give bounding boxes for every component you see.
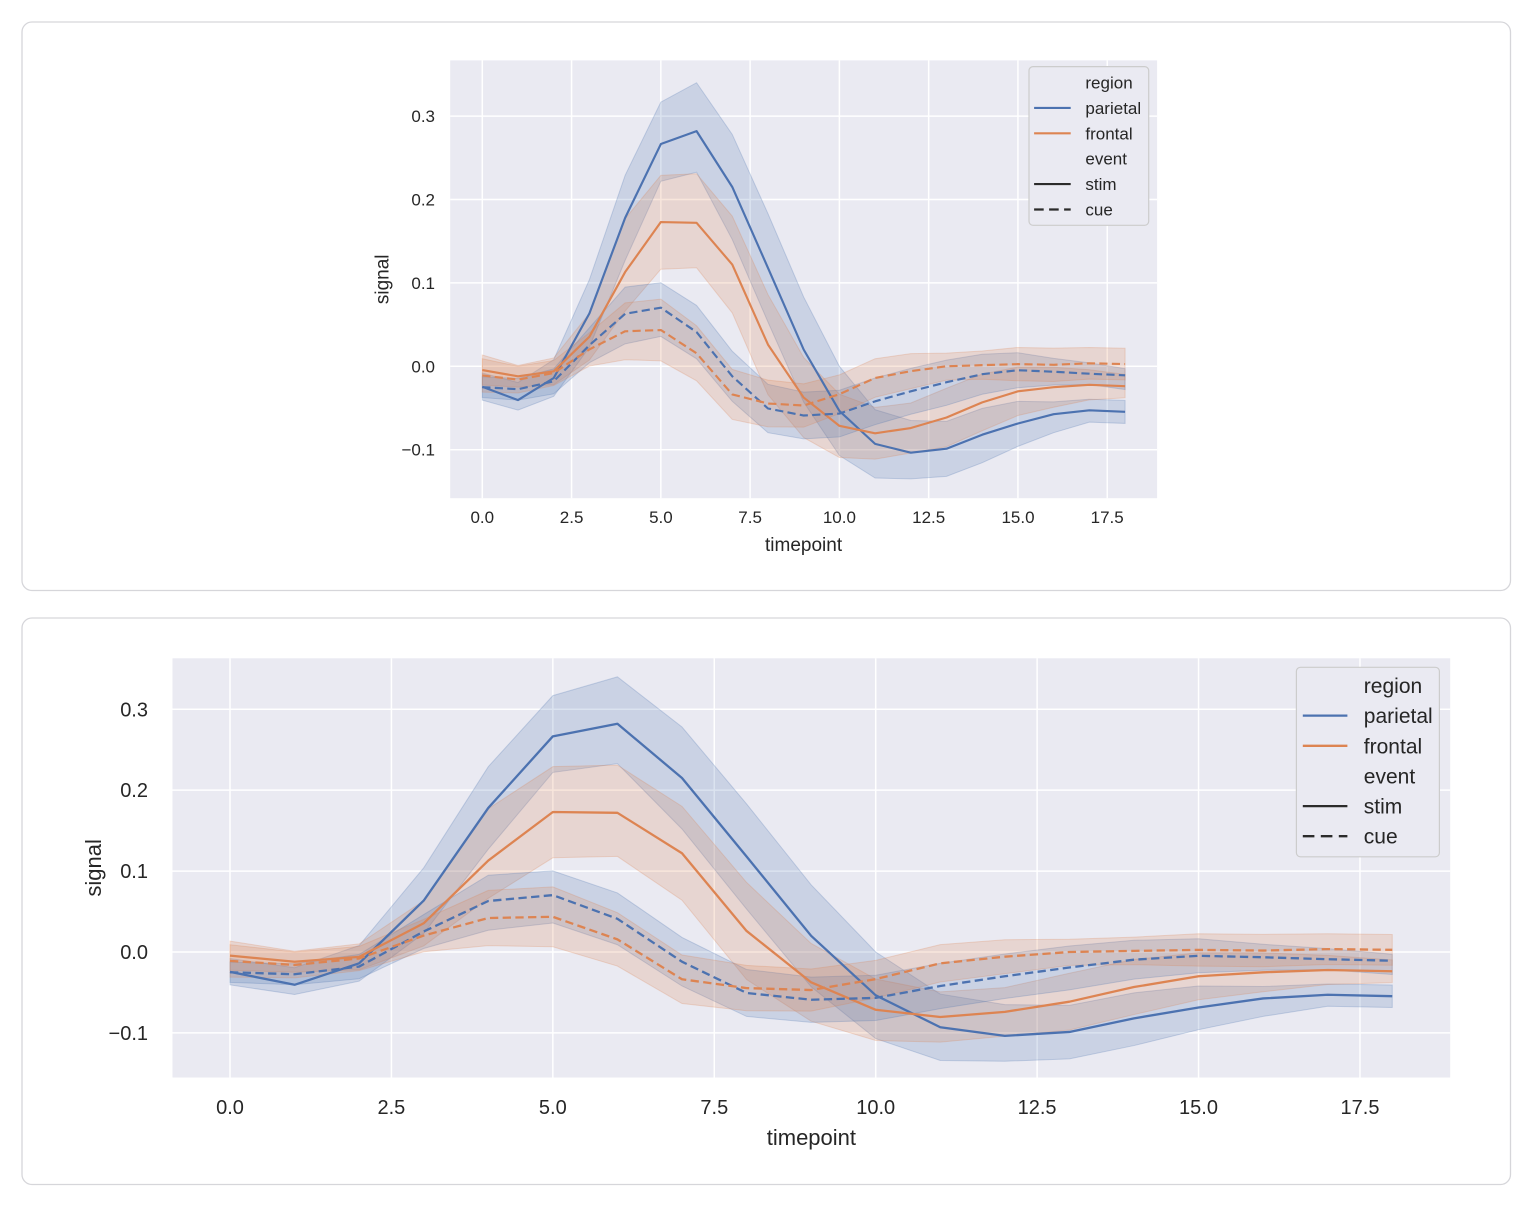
svg-text:12.5: 12.5: [1018, 1097, 1057, 1119]
svg-text:15.0: 15.0: [1179, 1097, 1218, 1119]
svg-text:−0.1: −0.1: [401, 441, 435, 460]
svg-text:0.1: 0.1: [120, 861, 148, 883]
svg-text:parietal: parietal: [1085, 99, 1141, 118]
svg-text:5.0: 5.0: [649, 508, 673, 527]
svg-text:cue: cue: [1085, 201, 1112, 220]
svg-text:event: event: [1085, 150, 1127, 169]
svg-text:0.1: 0.1: [411, 274, 435, 293]
svg-text:event: event: [1364, 765, 1416, 788]
svg-text:timepoint: timepoint: [767, 1125, 856, 1150]
svg-text:cue: cue: [1364, 826, 1398, 849]
svg-text:17.5: 17.5: [1091, 508, 1124, 527]
svg-text:0.0: 0.0: [216, 1097, 244, 1119]
svg-text:0.0: 0.0: [411, 357, 435, 376]
svg-text:frontal: frontal: [1364, 735, 1422, 758]
svg-text:stim: stim: [1364, 796, 1403, 819]
svg-text:0.0: 0.0: [470, 508, 494, 527]
svg-text:frontal: frontal: [1085, 124, 1132, 143]
svg-text:signal: signal: [81, 839, 106, 896]
svg-text:0.0: 0.0: [120, 942, 148, 964]
svg-text:2.5: 2.5: [377, 1097, 405, 1119]
svg-text:timepoint: timepoint: [765, 535, 843, 556]
svg-text:signal: signal: [373, 254, 394, 304]
svg-text:7.5: 7.5: [738, 508, 762, 527]
svg-text:5.0: 5.0: [539, 1097, 567, 1119]
svg-text:12.5: 12.5: [912, 508, 945, 527]
svg-text:region: region: [1364, 675, 1422, 698]
svg-text:stim: stim: [1085, 175, 1116, 194]
svg-text:10.0: 10.0: [823, 508, 856, 527]
svg-text:0.2: 0.2: [411, 191, 435, 210]
svg-text:parietal: parietal: [1364, 705, 1433, 728]
svg-text:0.2: 0.2: [120, 780, 148, 802]
svg-text:0.3: 0.3: [411, 107, 435, 126]
svg-text:2.5: 2.5: [560, 508, 584, 527]
svg-text:15.0: 15.0: [1001, 508, 1034, 527]
svg-text:7.5: 7.5: [700, 1097, 728, 1119]
svg-text:0.3: 0.3: [120, 699, 148, 721]
svg-text:17.5: 17.5: [1341, 1097, 1380, 1119]
svg-text:10.0: 10.0: [856, 1097, 895, 1119]
svg-text:−0.1: −0.1: [109, 1023, 148, 1045]
svg-text:region: region: [1085, 74, 1132, 93]
